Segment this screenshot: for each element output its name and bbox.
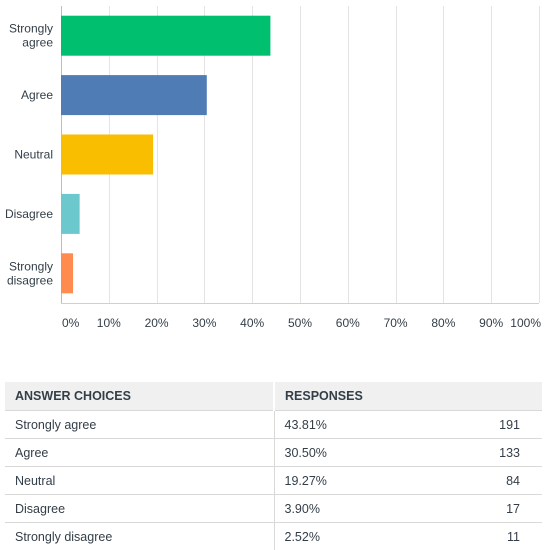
bar-disagree: [61, 193, 80, 234]
bar-agree: [61, 75, 207, 116]
row-choice: Neutral: [5, 466, 274, 495]
row-choice: Agree: [5, 438, 274, 467]
table-header-row: ANSWER CHOICES RESPONSES: [5, 382, 542, 411]
category-label: Neutral: [14, 148, 53, 162]
header-answer-choices: ANSWER CHOICES: [5, 382, 274, 411]
results-table: ANSWER CHOICES RESPONSES Strongly agree …: [5, 382, 542, 550]
x-tick-label: 20%: [145, 316, 169, 330]
category-label: Disagree: [5, 207, 53, 221]
x-tick-label: 0%: [62, 316, 80, 330]
x-tick-label: 80%: [431, 316, 455, 330]
row-count: 11: [507, 529, 520, 544]
table-row: Agree 30.50% 133: [5, 438, 542, 467]
bar-neutral: [61, 134, 154, 175]
category-label: Strongly agree: [9, 22, 53, 50]
row-choice: Strongly disagree: [15, 529, 113, 544]
bar-chart: Strongly agree Agree Neutral Disagree Strongl…: [5, 6, 541, 330]
x-tick-label: 40%: [240, 316, 264, 330]
row-choice: Disagree: [5, 494, 274, 523]
x-tick-label: 30%: [192, 316, 216, 330]
x-tick-label: 60%: [336, 316, 360, 330]
x-tick-label: 90%: [479, 316, 503, 330]
table-row: Neutral 19.27% 84: [5, 466, 542, 495]
category-label: Agree: [21, 88, 53, 102]
row-count: 84: [419, 466, 542, 495]
row-percent: 30.50%: [273, 438, 420, 467]
row-choice: Strongly agree: [5, 410, 274, 439]
table-row: Strongly disagree 2.52% 11: [5, 522, 542, 550]
header-responses: RESPONSES: [273, 382, 542, 411]
x-tick-label: 10%: [97, 316, 121, 330]
table-row: Strongly agree 43.81% 191: [5, 410, 542, 439]
row-percent: 2.52%: [273, 522, 420, 550]
chart-x-tick-labels: 0% 10% 20% 30% 40% 50% 60% 70% 80% 90% 100%: [62, 316, 541, 330]
row-count: 191: [419, 410, 542, 439]
category-label: Strongly disagree: [7, 259, 53, 287]
chart-category-labels: Strongly agree Agree Neutral Disagree Strongl…: [5, 22, 53, 288]
x-tick-label: 70%: [384, 316, 408, 330]
row-percent: 43.81%: [273, 410, 420, 439]
table-row: Disagree 3.90% 17: [5, 494, 542, 523]
row-count: 133: [419, 438, 542, 467]
chart-bars: [61, 15, 271, 294]
bar-strongly-disagree: [61, 253, 74, 294]
row-count: 17: [419, 494, 542, 523]
bar-strongly-agree: [61, 15, 271, 56]
row-percent: 19.27%: [273, 466, 420, 495]
row-percent: 3.90%: [273, 494, 420, 523]
x-tick-label: 50%: [288, 316, 312, 330]
x-tick-label: 100%: [510, 316, 541, 330]
